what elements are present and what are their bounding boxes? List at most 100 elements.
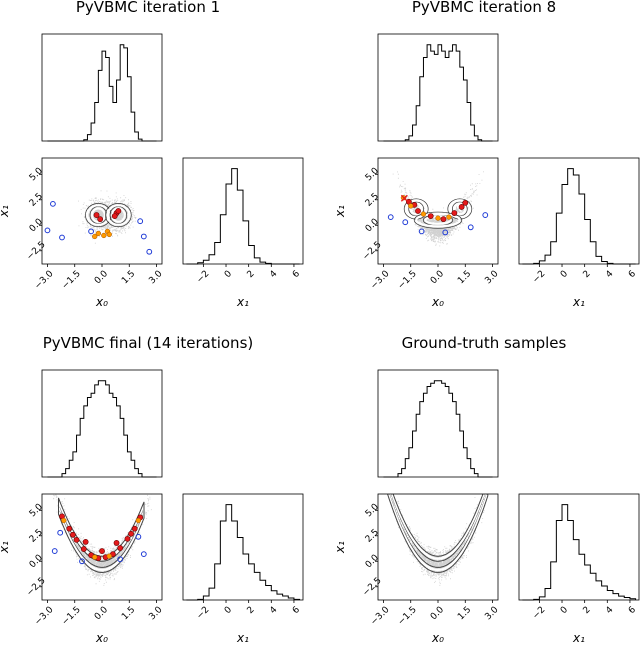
scatter-plot: [387, 171, 489, 247]
x0-axis-label: x₀: [431, 295, 444, 309]
x0-tick-label: −3.0: [369, 605, 392, 628]
y-tick-label: −2.5: [361, 576, 384, 599]
training-point-orange: [61, 517, 67, 524]
x1-tick-label: 2: [582, 269, 593, 280]
training-point-red: [93, 212, 100, 218]
training-point-blue: [79, 558, 85, 565]
x1-tick-label: 2: [582, 605, 593, 616]
scatter-frame: [41, 493, 163, 601]
x0-tick-label: 3.0: [147, 269, 164, 286]
x1-tick-label: 6: [627, 605, 638, 616]
training-point-red: [415, 208, 421, 214]
training-point-blue: [135, 533, 142, 540]
y-tick-label: 0.0: [28, 553, 45, 570]
training-point-red: [458, 204, 465, 210]
x1-tick-label: 6: [291, 605, 302, 616]
x1-hist-axis-label: x₁: [572, 295, 585, 309]
training-point-red: [97, 216, 104, 223]
training-point-red: [70, 531, 76, 538]
hist-x1-bars: [522, 168, 636, 265]
training-point-red: [99, 548, 105, 554]
scatter-frame: [377, 493, 499, 601]
corner-plot-3: PyVBMC final (14 iterations) −3.0 −1.5 0.0 1…: [0, 334, 302, 645]
training-point-red: [82, 539, 89, 545]
hist-x1: [186, 168, 300, 265]
x1-tick-label: 6: [627, 269, 638, 280]
training-point-blue: [59, 234, 65, 241]
x0-tick-label: −3.0: [33, 605, 56, 628]
training-point-blue: [140, 551, 147, 558]
scatter-plot: [44, 190, 153, 255]
panel-title: PyVBMC iteration 8: [412, 0, 556, 16]
density-contour-outline: [408, 201, 424, 217]
density-contour-outline: [105, 203, 132, 228]
training-point-orange: [435, 215, 441, 221]
training-point-red: [113, 540, 120, 546]
training-point-red: [440, 216, 447, 223]
hist-x1-frame: [518, 493, 640, 601]
density-contour: [387, 494, 489, 571]
y-tick-label: 5.0: [364, 166, 381, 183]
x0-tick-label: 0.0: [93, 605, 110, 622]
x0-tick-label: 1.5: [120, 269, 137, 286]
x0-tick-label: 0.0: [429, 269, 446, 286]
corner-plot-1: PyVBMC iteration 1−3.0 −1.5 0.0 1.5 3.05.02.…: [0, 0, 302, 309]
training-point-red: [80, 546, 87, 552]
training-point-red: [66, 525, 73, 532]
hist-x1: [522, 168, 636, 265]
training-point-blue: [137, 218, 144, 225]
density-contour: [86, 204, 111, 226]
new-point-marker: [400, 194, 408, 202]
x0-tick-label: −1.5: [60, 605, 83, 628]
hist-x1-bars: [186, 168, 300, 265]
hist-x0: [383, 380, 493, 478]
scatter-plot: [51, 494, 152, 586]
x1-tick-label: 4: [268, 269, 279, 280]
training-point-orange: [92, 554, 98, 560]
x0-tick-label: 3.0: [147, 605, 164, 622]
hist-x1: [522, 504, 637, 601]
training-point-blue: [57, 529, 64, 536]
training-point-blue: [418, 228, 425, 235]
scatter-plot: [387, 494, 489, 586]
x0-tick-label: 1.5: [456, 269, 473, 286]
training-point-red: [131, 525, 138, 532]
hist-x1-bars: [522, 504, 637, 601]
training-point-orange: [446, 214, 452, 220]
y-tick-label: 0.0: [364, 217, 381, 234]
hist-x1: [186, 504, 301, 601]
training-point-orange: [106, 553, 112, 559]
density-contour: [387, 494, 489, 573]
y-tick-label: −2.5: [25, 240, 48, 263]
x0-tick-label: 0.0: [93, 269, 110, 286]
hist-x0: [383, 44, 493, 142]
y-tick-label: −2.5: [361, 240, 384, 263]
x1-tick-label: 0: [559, 605, 570, 616]
x0-tick-label: −1.5: [60, 269, 83, 292]
training-point-blue: [482, 212, 489, 218]
x1-tick-label: −2: [195, 269, 211, 285]
panel-title: PyVBMC final (14 iterations): [43, 334, 253, 352]
y-tick-label: 5.0: [364, 502, 381, 519]
x1-tick-label: −2: [531, 605, 547, 621]
x0-tick-label: 3.0: [483, 605, 500, 622]
x1-tick-label: 4: [268, 605, 279, 616]
x1-tick-label: 0: [223, 269, 234, 280]
hist-x1-bars: [186, 504, 301, 601]
hist-x0-frame: [377, 33, 499, 142]
hist-x0: [47, 380, 157, 478]
y-tick-label: 5.0: [28, 502, 45, 519]
training-point-orange: [420, 211, 427, 217]
x0-tick-label: −3.0: [33, 269, 56, 292]
density-contour: [58, 497, 145, 574]
training-point-red: [451, 210, 458, 216]
training-point-orange: [135, 517, 142, 524]
x1-tick-label: 0: [559, 269, 570, 280]
training-point-red: [117, 545, 124, 551]
training-point-blue: [50, 200, 56, 207]
x1-hist-axis-label: x₁: [236, 295, 249, 309]
x1-tick-label: −2: [531, 269, 547, 285]
training-point-blue: [387, 214, 394, 221]
training-point-blue: [44, 227, 51, 234]
x1-axis-label: x₁: [0, 541, 11, 554]
